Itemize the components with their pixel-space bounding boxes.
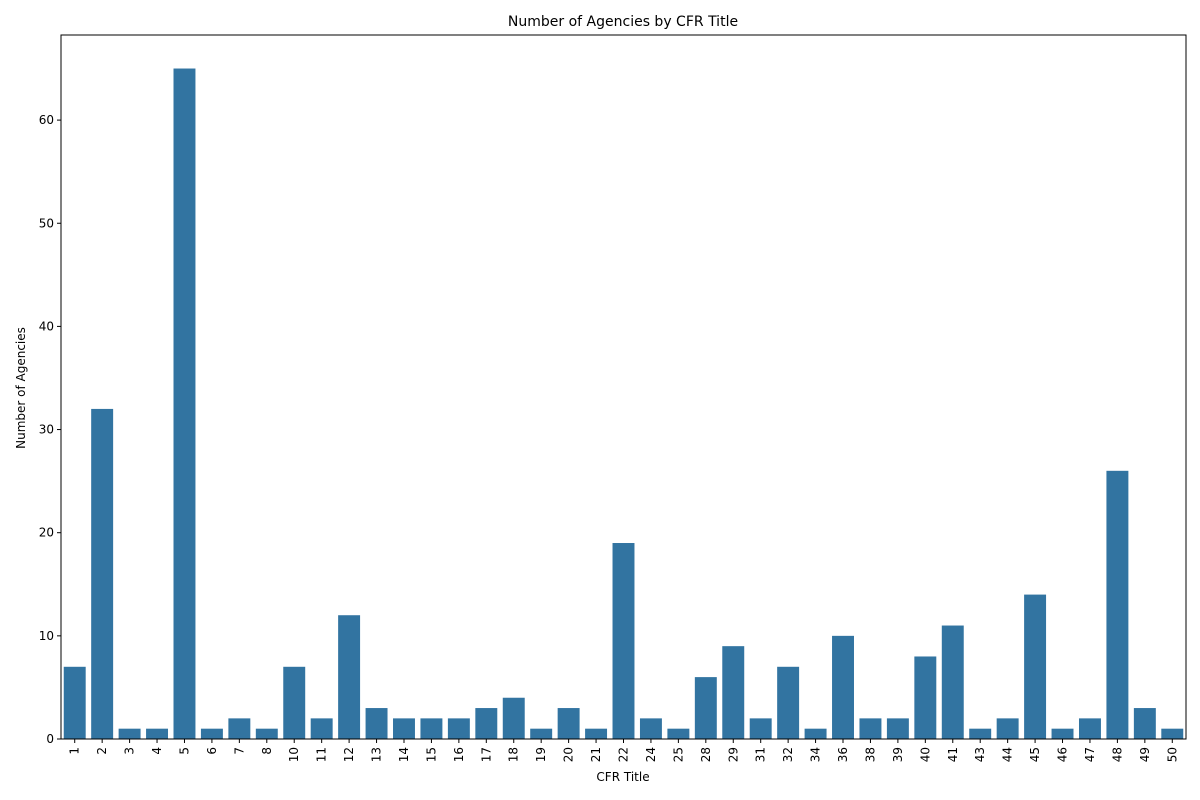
y-tick-label: 20 [39, 526, 54, 540]
bar-4 [146, 728, 169, 739]
bar-18 [502, 697, 525, 739]
x-tick-label: 34 [809, 747, 823, 762]
bar-40 [914, 656, 937, 739]
bar-15 [420, 718, 443, 739]
bar-47 [1078, 718, 1101, 739]
bar-11 [310, 718, 333, 739]
x-tick-label: 40 [918, 747, 932, 762]
x-axis-ticks: 1 2 3 4 5 6 7 8 10 11 12 13 14 15 16 17 18 19 20 21 22 24 25 28… [68, 739, 1179, 762]
x-tick-label: 43 [973, 747, 987, 762]
bar-14 [393, 718, 415, 739]
bar-1 [63, 666, 86, 739]
y-tick-label: 0 [46, 732, 54, 746]
x-tick-label: 47 [1083, 747, 1097, 762]
bar-32 [777, 666, 800, 739]
x-tick-label: 14 [397, 747, 411, 762]
x-tick-label: 44 [1001, 747, 1015, 762]
bar-41 [941, 625, 964, 739]
bar-13 [365, 708, 388, 739]
x-tick-label: 16 [452, 747, 466, 762]
y-tick-label: 30 [39, 423, 54, 437]
y-tick-label: 60 [39, 113, 54, 127]
bar-21 [585, 728, 608, 739]
x-tick-label: 10 [287, 747, 301, 762]
x-tick-label: 4 [150, 747, 164, 755]
x-tick-label: 25 [671, 747, 685, 762]
y-tick-label: 40 [39, 319, 54, 333]
x-tick-label: 24 [644, 747, 658, 762]
bar-7 [228, 718, 251, 739]
bar-25 [667, 728, 690, 739]
x-tick-label: 6 [205, 747, 219, 755]
x-tick-label: 32 [781, 747, 795, 762]
x-tick-label: 28 [699, 747, 713, 762]
bar-48 [1106, 470, 1129, 739]
bar-36 [832, 635, 854, 739]
x-tick-label: 41 [946, 747, 960, 762]
x-tick-label: 7 [232, 747, 246, 755]
bar-10 [283, 666, 306, 739]
bar-22 [612, 543, 635, 739]
bar-39 [886, 718, 909, 739]
y-axis-ticks: 0 10 20 30 40 50 60 [39, 113, 61, 746]
x-tick-label: 50 [1165, 747, 1179, 762]
bar-3 [118, 728, 141, 739]
x-tick-label: 39 [891, 747, 905, 762]
x-tick-label: 8 [260, 747, 274, 755]
bar-45 [1024, 594, 1047, 739]
bar-29 [722, 646, 745, 739]
x-tick-label: 45 [1028, 747, 1042, 762]
x-tick-label: 5 [177, 747, 191, 755]
bar-24 [639, 718, 662, 739]
x-tick-label: 3 [123, 747, 137, 755]
x-tick-label: 21 [589, 747, 603, 762]
bar-28 [694, 677, 717, 739]
bar-38 [859, 718, 882, 739]
x-tick-label: 29 [726, 747, 740, 762]
x-tick-label: 17 [479, 747, 493, 762]
y-axis-title: Number of Agencies [14, 327, 28, 449]
bar-43 [969, 728, 992, 739]
bar-49 [1133, 708, 1156, 739]
x-tick-label: 15 [424, 747, 438, 762]
x-tick-label: 22 [617, 747, 631, 762]
x-tick-label: 13 [370, 747, 384, 762]
bar-20 [557, 708, 580, 739]
x-tick-label: 1 [68, 747, 82, 755]
x-tick-label: 49 [1138, 747, 1152, 762]
x-tick-label: 11 [315, 747, 329, 762]
bar-17 [475, 708, 498, 739]
bar-2 [91, 408, 114, 739]
bar-50 [1161, 728, 1184, 739]
bar-5 [173, 68, 196, 739]
x-tick-label: 12 [342, 747, 356, 762]
bars [63, 68, 1184, 739]
x-tick-label: 2 [95, 747, 109, 755]
x-tick-label: 20 [562, 747, 576, 762]
x-tick-label: 48 [1110, 747, 1124, 762]
bar-31 [749, 718, 772, 739]
x-tick-label: 38 [863, 747, 877, 762]
bar-46 [1051, 728, 1074, 739]
bar-6 [200, 728, 223, 739]
bar-16 [447, 718, 470, 739]
x-tick-label: 36 [836, 747, 850, 762]
y-tick-label: 50 [39, 216, 54, 230]
x-tick-label: 18 [507, 747, 521, 762]
y-tick-label: 10 [39, 629, 54, 643]
x-tick-label: 19 [534, 747, 548, 762]
bar-44 [996, 718, 1019, 739]
x-tick-label: 46 [1056, 747, 1070, 762]
chart-title: Number of Agencies by CFR Title [508, 14, 738, 30]
bar-12 [338, 615, 361, 739]
bar-34 [804, 728, 827, 739]
plot-frame [60, 34, 1187, 740]
x-tick-label: 31 [754, 747, 768, 762]
bar-19 [530, 728, 553, 739]
x-axis-title: CFR Title [596, 770, 649, 784]
bar-8 [255, 728, 278, 739]
